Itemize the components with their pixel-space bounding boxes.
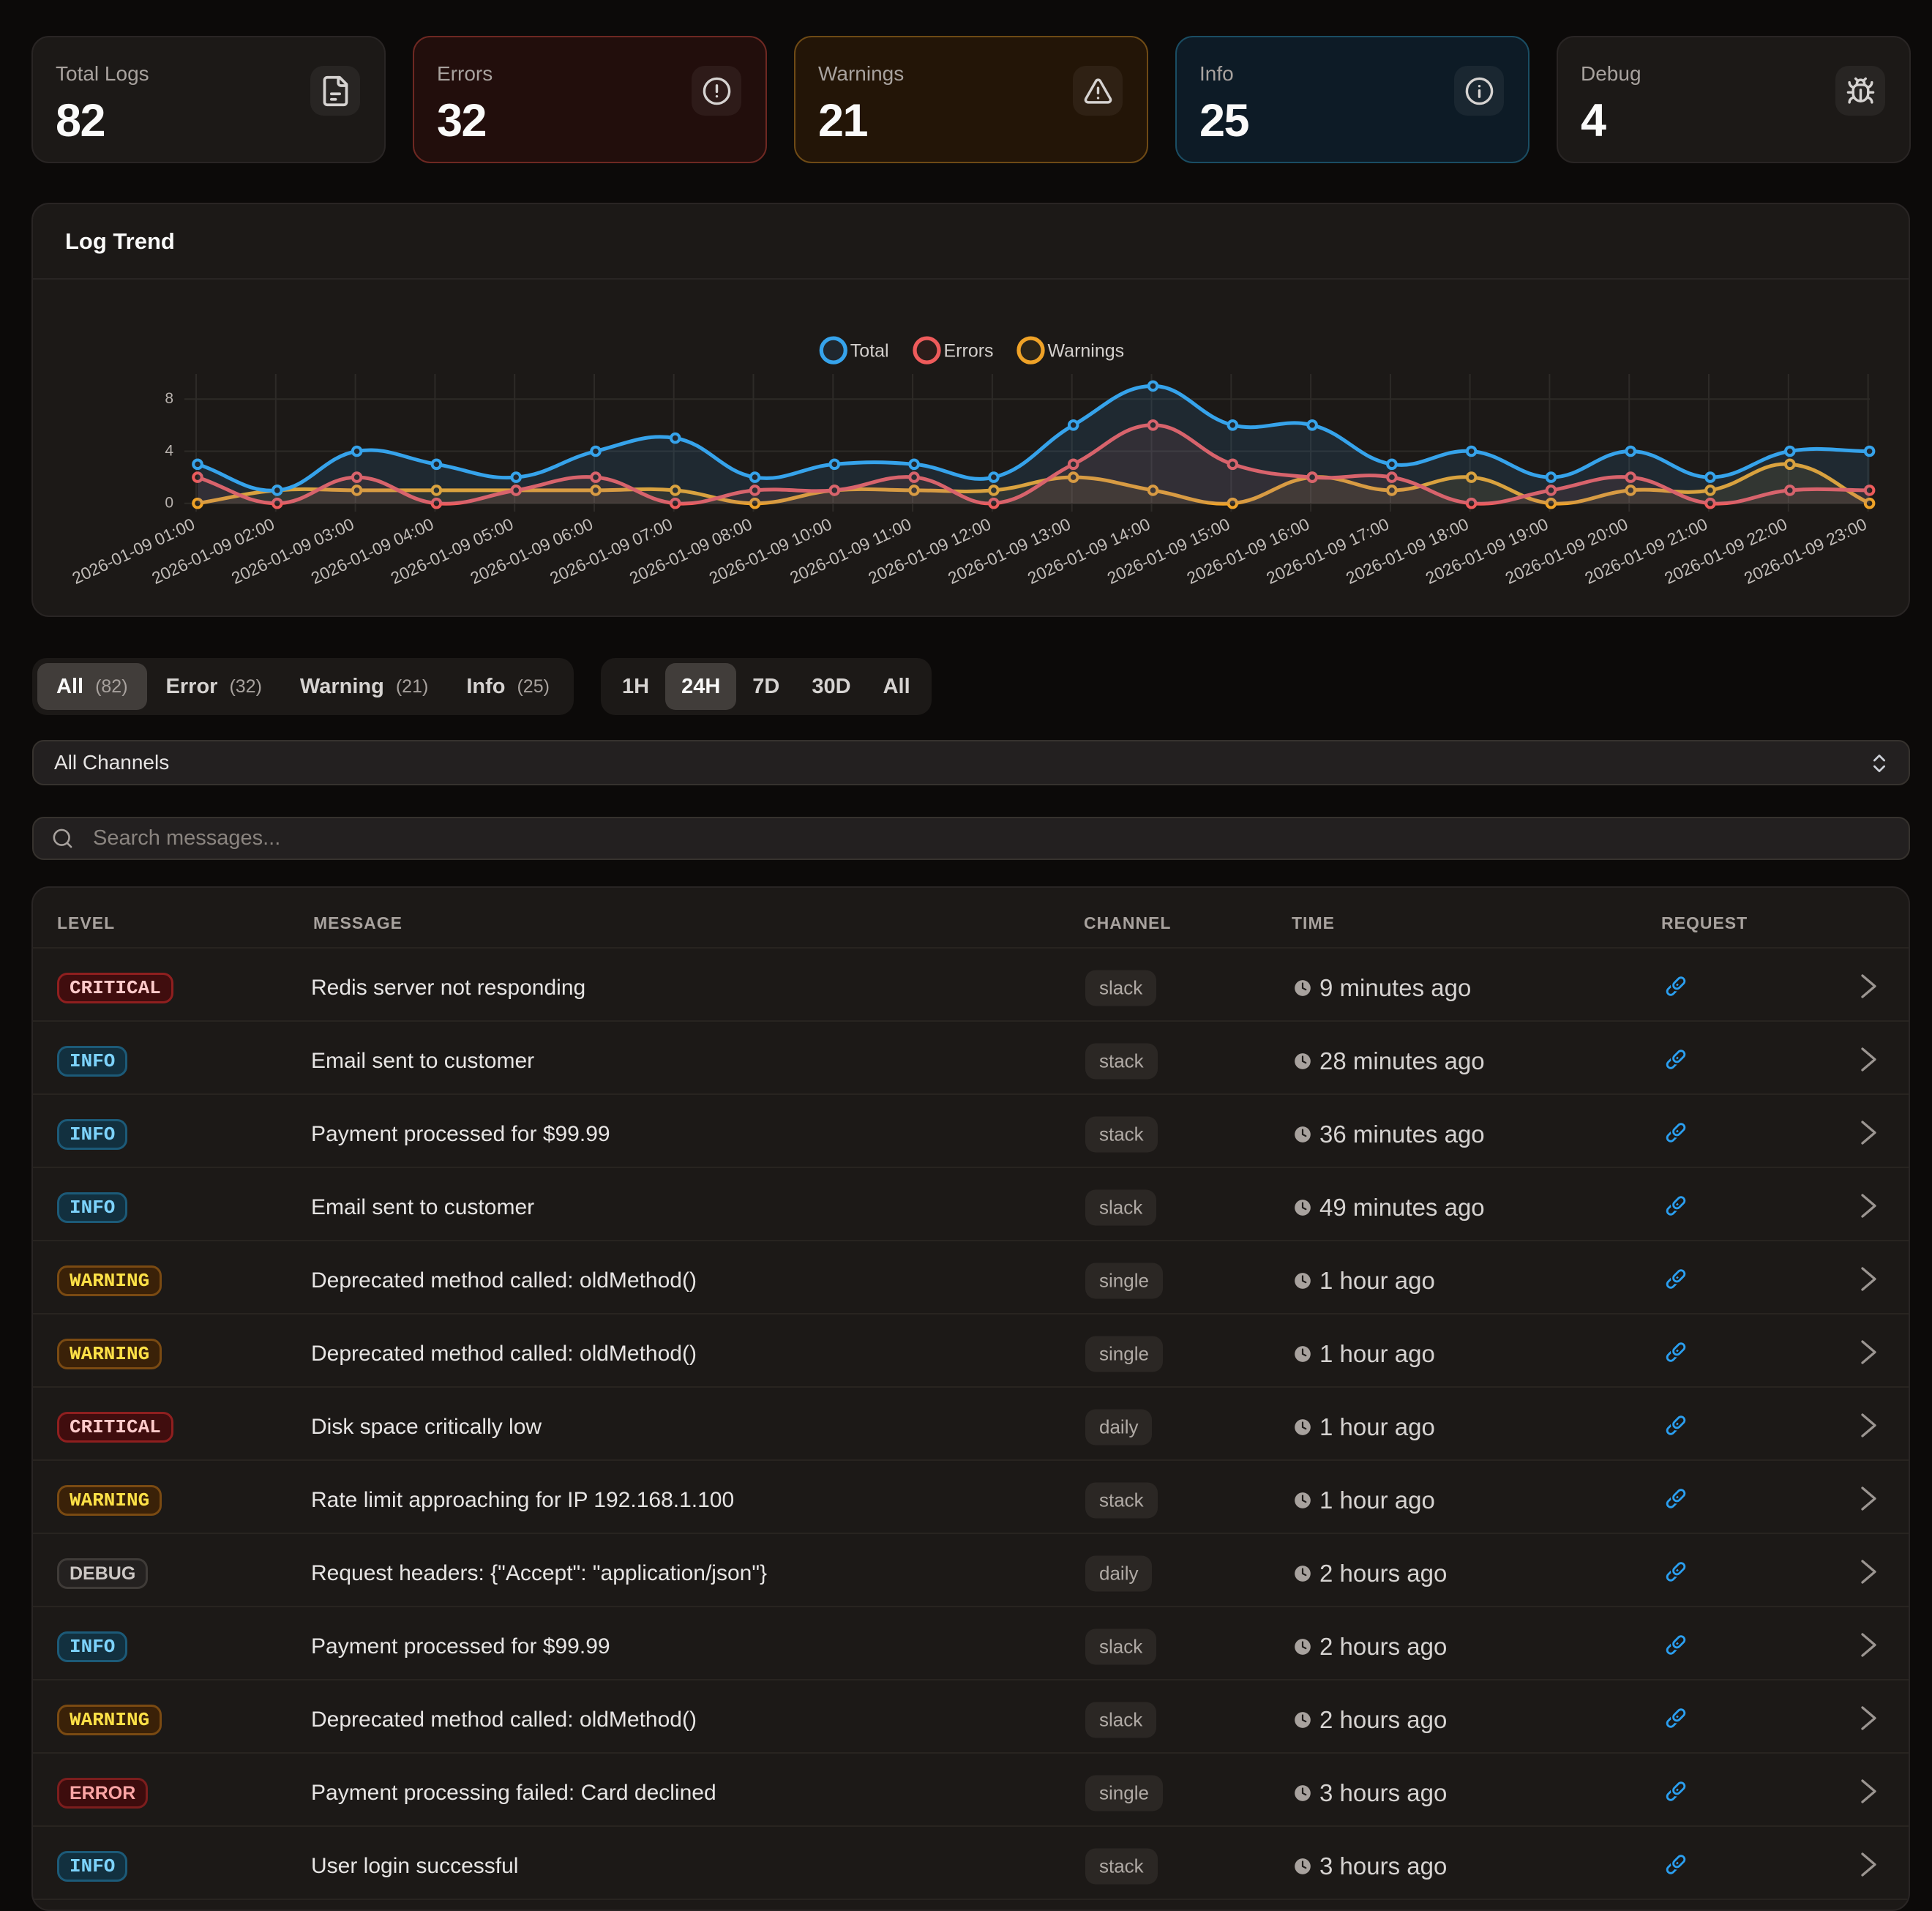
svg-text:0: 0 (165, 495, 173, 512)
svg-text:4: 4 (165, 443, 173, 460)
svg-text:Total: Total (850, 341, 889, 362)
svg-text:8: 8 (165, 390, 173, 407)
svg-text:Warnings: Warnings (1048, 341, 1125, 362)
svg-text:Errors: Errors (944, 341, 994, 362)
